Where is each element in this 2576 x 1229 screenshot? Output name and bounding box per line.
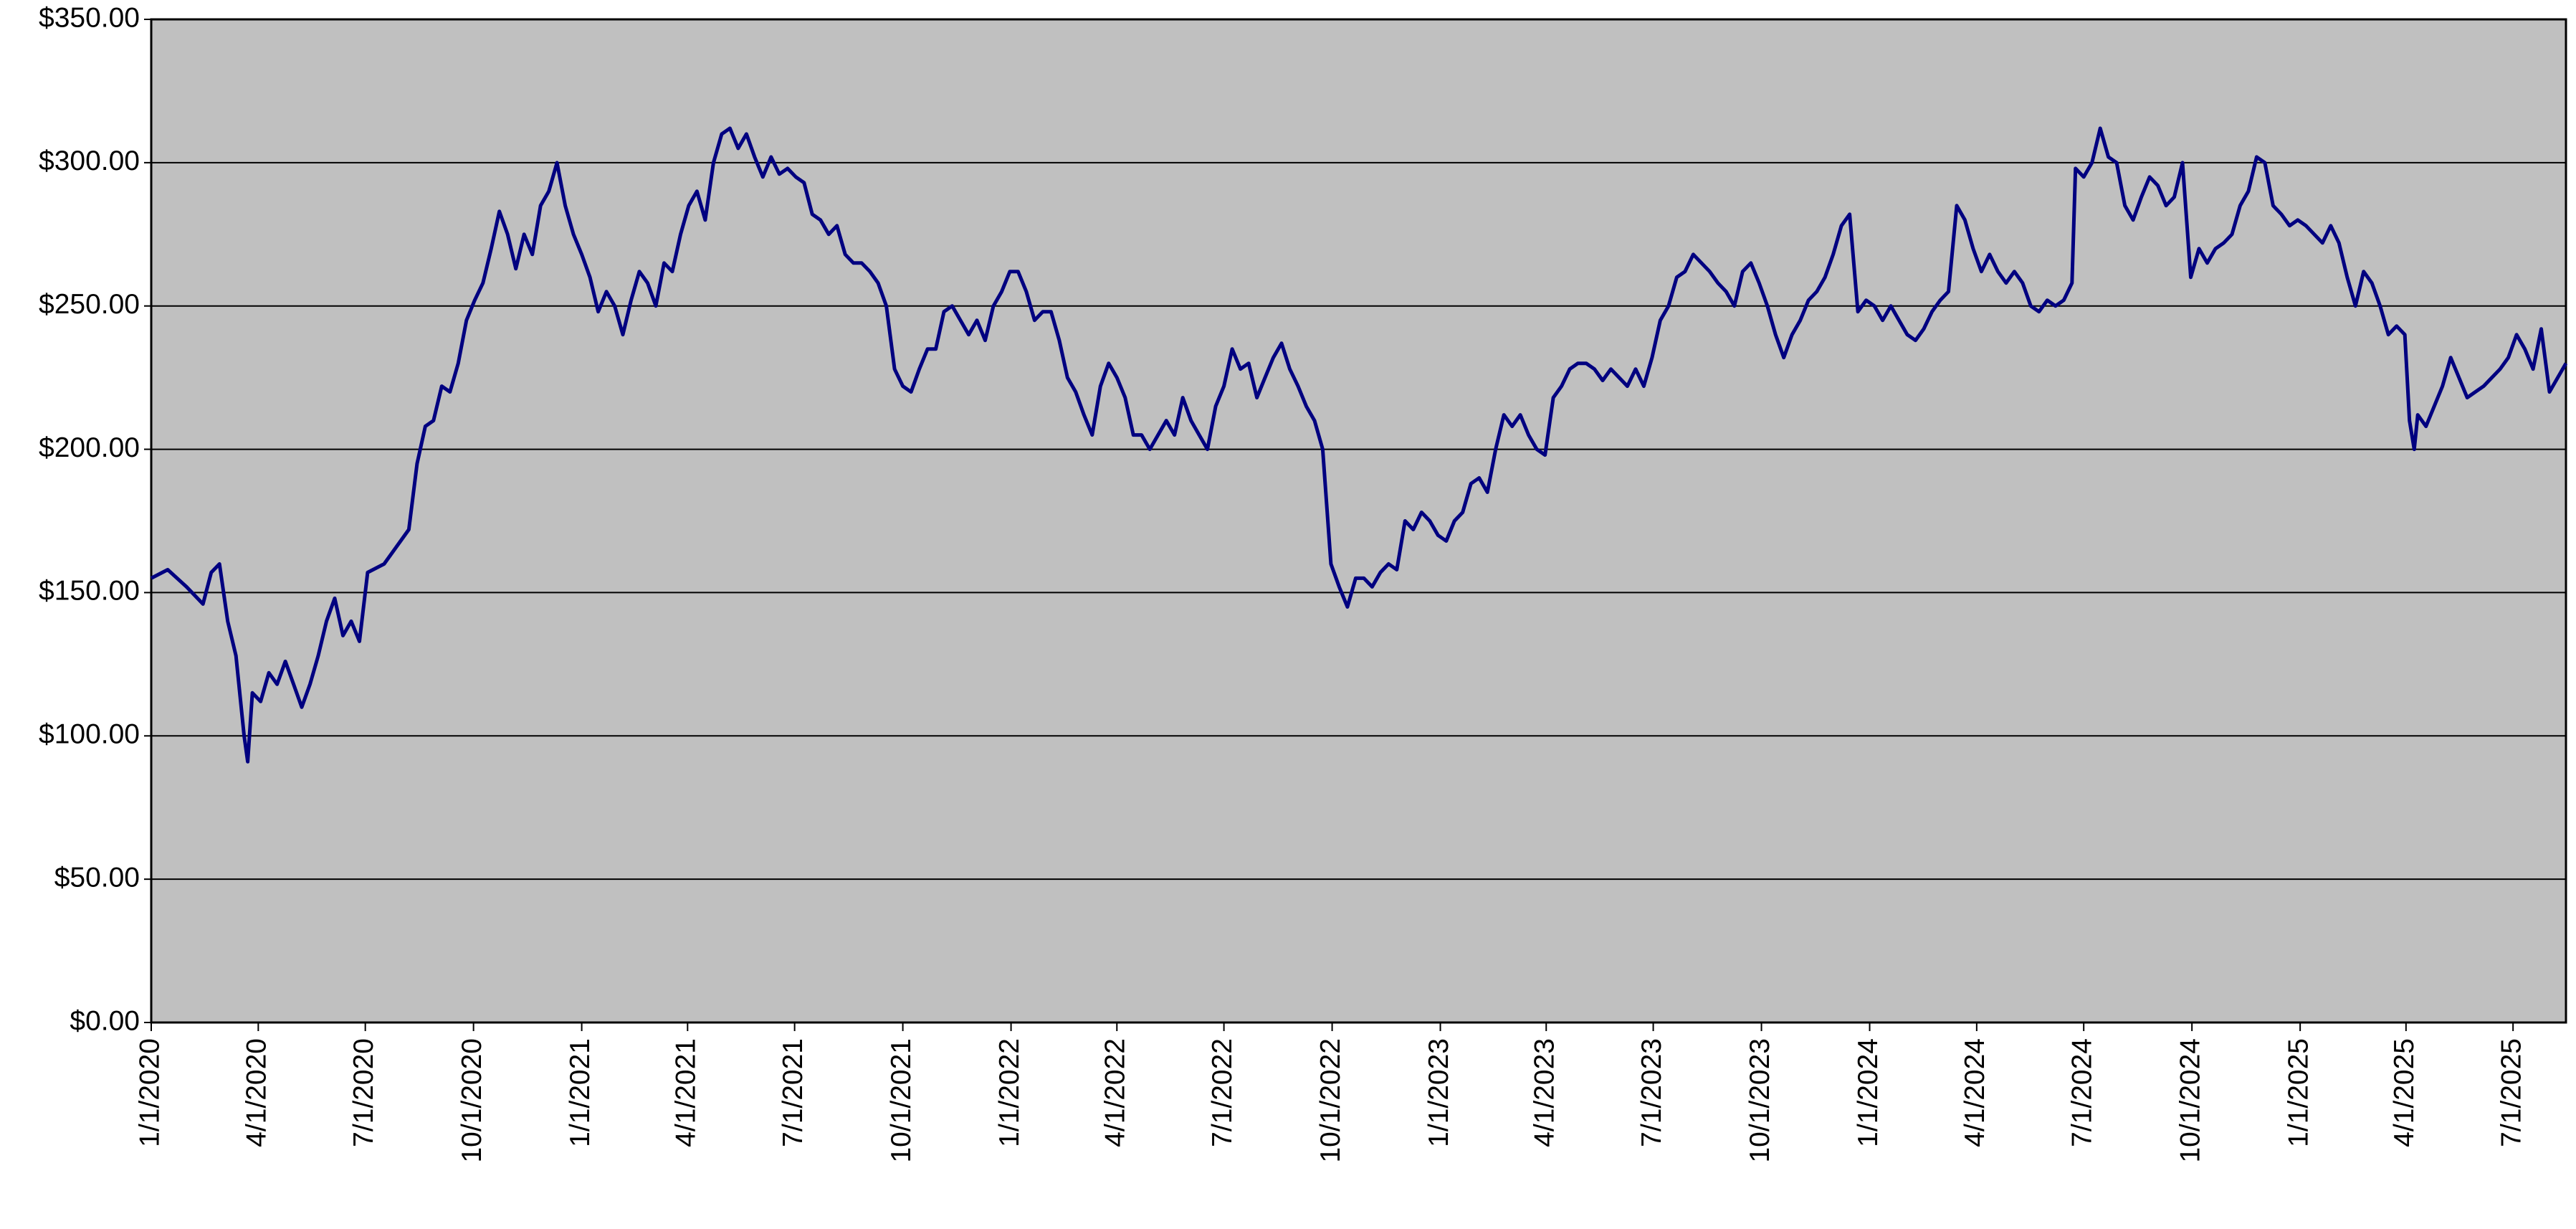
x-tick-label: 10/1/2020 [457,1038,487,1163]
y-tick-label: $200.00 [39,432,140,463]
y-tick-label: $250.00 [39,289,140,320]
x-tick-label: 10/1/2021 [886,1038,917,1163]
y-tick-label: $50.00 [54,862,140,893]
price-line [150,126,2568,764]
y-tick-label: $350.00 [39,2,140,33]
y-tick-label: $0.00 [70,1005,140,1036]
x-tick-label: 10/1/2023 [1745,1038,1775,1163]
x-tick-label: 7/1/2022 [1207,1038,1238,1147]
x-tick-label: 4/1/2023 [1530,1038,1560,1147]
x-tick-label: 7/1/2023 [1636,1038,1667,1147]
x-tick-label: 1/1/2024 [1853,1038,1884,1147]
y-tick-label: $150.00 [39,576,140,607]
x-tick-label: 1/1/2020 [134,1038,165,1147]
x-tick-label: 1/1/2023 [1423,1038,1454,1147]
x-tick-label: 10/1/2022 [1315,1038,1346,1163]
x-tick-label: 7/1/2021 [778,1038,808,1147]
x-tick-label: 1/1/2022 [994,1038,1025,1147]
y-tick-label: $300.00 [39,146,140,176]
x-tick-label: 4/1/2022 [1100,1038,1131,1147]
x-tick-label: 4/1/2024 [1960,1038,1990,1147]
x-tick-label: 10/1/2024 [2175,1038,2205,1163]
x-tick-label: 1/1/2025 [2283,1038,2314,1147]
plot-border [150,18,2567,1024]
x-tick-label: 7/1/2025 [2496,1038,2527,1147]
x-tick-label: 7/1/2024 [2066,1038,2097,1147]
x-tick-label: 4/1/2021 [671,1038,702,1147]
x-tick-label: 7/1/2020 [348,1038,379,1147]
x-tick-label: 4/1/2025 [2389,1038,2420,1147]
x-tick-label: 4/1/2020 [242,1038,272,1147]
plot-area [151,19,2566,1022]
x-tick-label: 1/1/2021 [565,1038,596,1147]
y-tick-label: $100.00 [39,719,140,750]
